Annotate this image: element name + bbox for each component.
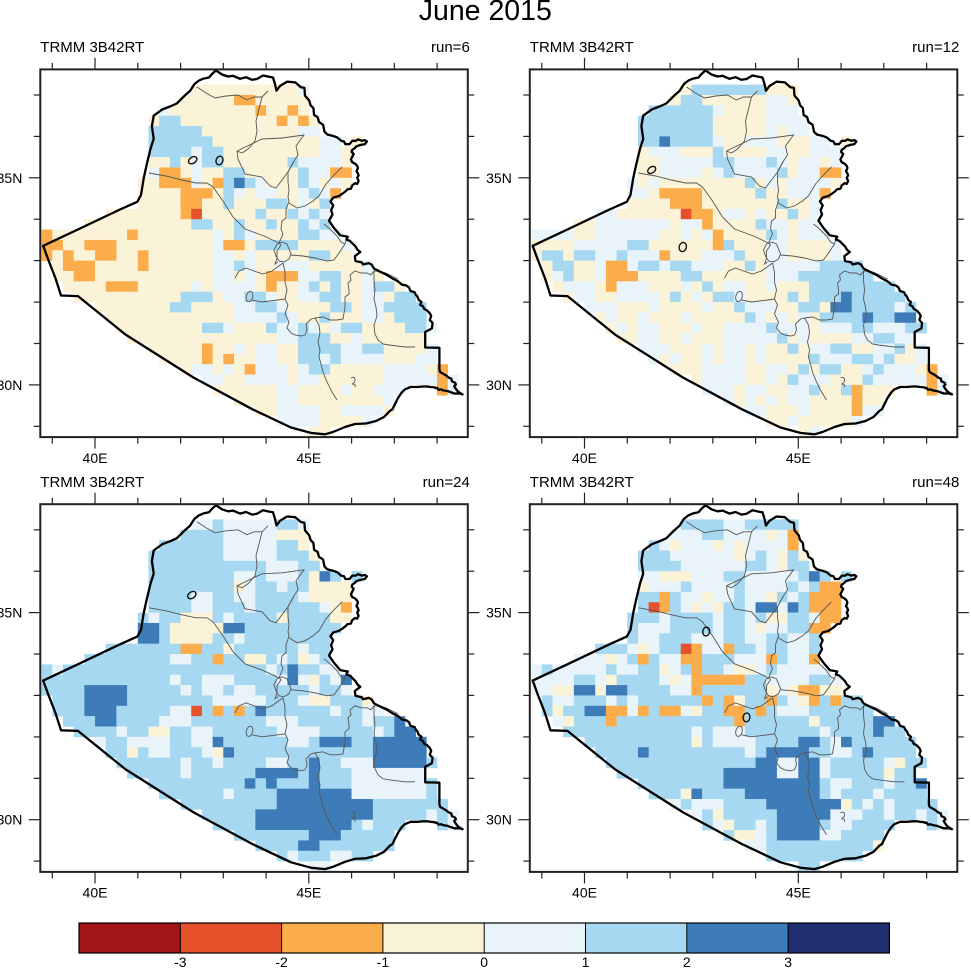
svg-text:TRMM 3B42RT: TRMM 3B42RT bbox=[530, 474, 634, 491]
svg-text:45E: 45E bbox=[786, 450, 811, 466]
svg-text:run=24: run=24 bbox=[423, 474, 470, 491]
svg-text:-1: -1 bbox=[377, 954, 390, 970]
svg-text:run=12: run=12 bbox=[912, 39, 959, 56]
svg-text:35N: 35N bbox=[486, 170, 512, 186]
svg-text:40E: 40E bbox=[83, 885, 108, 901]
svg-text:0: 0 bbox=[480, 954, 488, 970]
svg-text:35N: 35N bbox=[0, 170, 22, 186]
svg-text:-3: -3 bbox=[174, 954, 187, 970]
svg-text:30N: 30N bbox=[486, 812, 512, 828]
svg-text:45E: 45E bbox=[296, 885, 321, 901]
svg-text:30N: 30N bbox=[486, 377, 512, 393]
svg-text:40E: 40E bbox=[572, 885, 597, 901]
svg-text:40E: 40E bbox=[83, 450, 108, 466]
svg-text:TRMM 3B42RT: TRMM 3B42RT bbox=[40, 39, 144, 56]
svg-text:35N: 35N bbox=[486, 605, 512, 621]
svg-text:45E: 45E bbox=[786, 885, 811, 901]
svg-text:2: 2 bbox=[683, 954, 691, 970]
svg-text:TRMM 3B42RT: TRMM 3B42RT bbox=[530, 39, 634, 56]
svg-text:-2: -2 bbox=[275, 954, 288, 970]
svg-text:1: 1 bbox=[582, 954, 590, 970]
svg-text:40E: 40E bbox=[572, 450, 597, 466]
svg-text:45E: 45E bbox=[296, 450, 321, 466]
svg-text:30N: 30N bbox=[0, 812, 22, 828]
svg-text:TRMM 3B42RT: TRMM 3B42RT bbox=[40, 474, 144, 491]
svg-text:run=6: run=6 bbox=[431, 39, 470, 56]
svg-text:30N: 30N bbox=[0, 377, 22, 393]
svg-text:run=48: run=48 bbox=[912, 474, 959, 491]
svg-text:35N: 35N bbox=[0, 605, 22, 621]
svg-text:June 2015: June 2015 bbox=[419, 0, 552, 27]
svg-text:3: 3 bbox=[784, 954, 792, 970]
